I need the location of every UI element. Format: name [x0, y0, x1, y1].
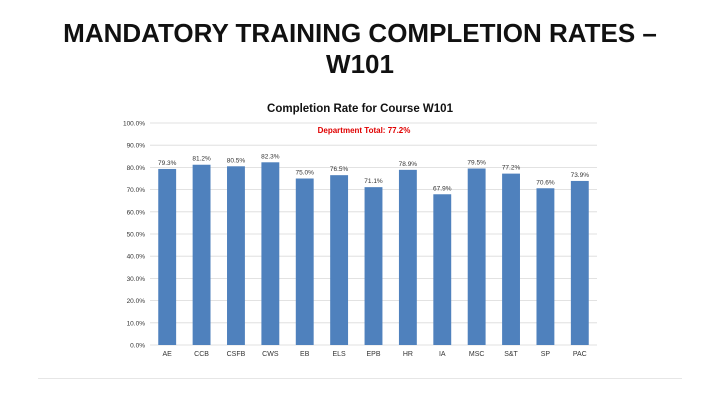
data-label: 79.5%: [467, 160, 486, 167]
bar-csfb: [227, 166, 245, 345]
y-tick-label: 30.0%: [127, 276, 146, 283]
x-tick-label: MSC: [469, 351, 485, 358]
data-label: 76.5%: [330, 166, 349, 173]
department-total-annotation: Department Total: 77.2%: [318, 126, 411, 135]
x-tick-label: CCB: [194, 351, 209, 358]
y-tick-label: 90.0%: [127, 143, 146, 150]
x-tick-label: EPB: [366, 351, 380, 358]
y-tick-label: 0.0%: [130, 343, 145, 350]
x-tick-label: PAC: [573, 351, 587, 358]
y-axis-ticks: 0.0% 10.0% 20.0% 30.0% 40.0% 50.0% 60.0% 70.0% 8…: [123, 121, 145, 350]
bar-st: [502, 173, 520, 345]
bar-msc: [467, 168, 486, 345]
bar-sp: [536, 188, 555, 345]
bar-ccb: [192, 164, 211, 345]
bar-chart: Completion Rate for Course W101 Departme…: [123, 103, 597, 358]
bar-eb: [295, 178, 314, 345]
y-tick-label: 50.0%: [127, 232, 146, 239]
x-tick-label: CSFB: [227, 351, 246, 358]
x-tick-label: EB: [300, 351, 310, 358]
x-tick-label: S&T: [504, 351, 518, 358]
slide-title: MANDATORY TRAINING COMPLETION RATES – W1…: [0, 18, 720, 80]
data-label: 82.3%: [261, 153, 280, 160]
bar-els: [330, 175, 349, 345]
x-tick-label: SP: [541, 351, 551, 358]
chart-title: Completion Rate for Course W101: [267, 103, 454, 115]
data-label: 70.6%: [536, 179, 555, 186]
bars: [158, 162, 589, 345]
data-label: 75.0%: [296, 170, 315, 177]
data-label: 78.9%: [399, 161, 418, 168]
slide-title-line-2: W101: [326, 49, 394, 79]
data-label: 67.9%: [433, 185, 452, 192]
y-tick-label: 40.0%: [127, 254, 146, 261]
bar-cws: [261, 162, 280, 345]
y-tick-label: 80.0%: [127, 165, 146, 172]
bar-epb: [364, 187, 383, 345]
x-tick-label: AE: [163, 351, 173, 358]
x-tick-label: HR: [403, 351, 413, 358]
slide-title-line-1: MANDATORY TRAINING COMPLETION RATES –: [63, 18, 657, 48]
y-tick-label: 100.0%: [123, 121, 145, 128]
x-tick-label: ELS: [332, 351, 346, 358]
bar-ae: [158, 168, 177, 345]
y-tick-label: 20.0%: [127, 298, 146, 305]
footer-divider: [38, 378, 682, 379]
data-label: 79.3%: [158, 160, 177, 167]
y-tick-label: 60.0%: [127, 209, 146, 216]
chart-container: Completion Rate for Course W101 Departme…: [115, 95, 605, 365]
y-tick-label: 70.0%: [127, 187, 146, 194]
data-label: 77.2%: [502, 165, 521, 172]
data-label: 81.2%: [192, 156, 211, 163]
data-label: 73.9%: [571, 172, 590, 179]
bar-pac: [570, 180, 589, 345]
data-labels: 79.3% 81.2% 80.5% 82.3% 75.0% 76.5% 71.1% 78.9%…: [158, 153, 589, 192]
x-tick-label: CWS: [262, 351, 279, 358]
data-label: 71.1%: [364, 178, 383, 185]
x-axis-ticks: AE CCB CSFB CWS EB ELS EPB HR IA MSC S&T SP PAC: [163, 351, 587, 358]
x-tick-label: IA: [439, 351, 446, 358]
bar-hr: [398, 169, 417, 345]
data-label: 80.5%: [227, 157, 246, 164]
y-tick-label: 10.0%: [127, 320, 146, 327]
bar-ia: [433, 194, 452, 345]
